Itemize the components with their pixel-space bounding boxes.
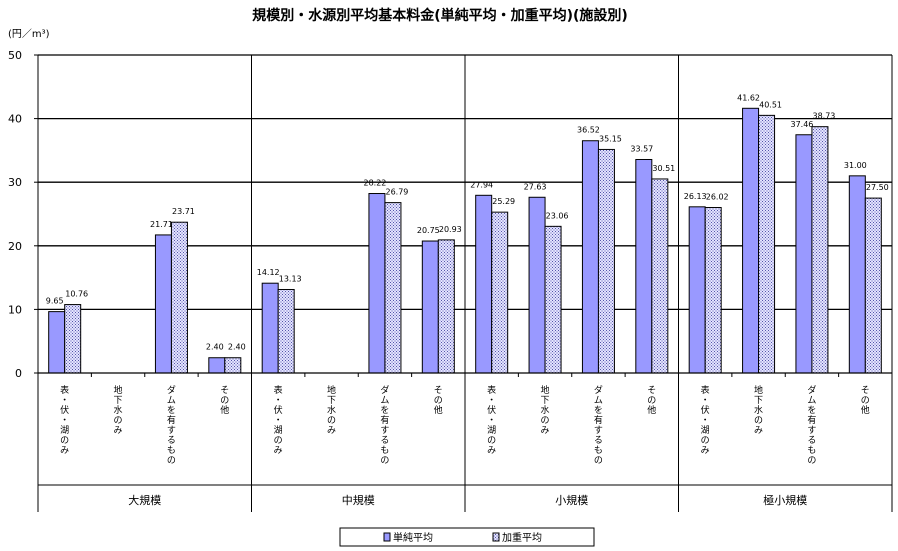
category-label: その他 [434,385,443,416]
bar-weighted-average [864,197,882,374]
data-label: 26.79 [385,188,408,197]
bar-simple-average [368,193,386,374]
category-label: 表・伏・湖のみ [60,384,69,456]
data-label: 14.12 [257,268,280,277]
bar-weighted-average [597,148,615,374]
bar-simple-average [154,234,172,374]
bar-simple-average [795,134,813,374]
data-label: 2.40 [228,343,246,352]
legend-swatch-simple [383,532,391,542]
data-label: 21.71 [150,220,173,229]
legend-box [339,527,595,547]
data-label: 27.50 [866,183,889,192]
data-label: 27.94 [470,180,493,189]
data-label: 38.73 [812,112,835,121]
data-label: 2.40 [206,343,224,352]
chart-title: 規模別・水源別平均基本料金(単純平均・加重平均)(施設別) [252,7,628,24]
legend-label-weighted: 加重平均 [502,531,542,544]
bar-simple-average [475,194,493,374]
category-label: 地下水のみ [541,384,550,436]
data-label: 10.76 [65,290,88,299]
y-tick-label: 50 [8,49,22,62]
legend-label-simple: 単純平均 [393,531,433,544]
data-label: 23.71 [172,207,195,216]
y-tick-label: 0 [15,367,22,380]
y-unit-label: (円／m³) [8,28,50,40]
category-label: 表・伏・湖のみ [274,384,283,456]
data-label: 26.02 [706,193,729,202]
category-label: 地下水のみ [114,384,123,436]
bar-weighted-average [384,202,402,374]
data-label: 20.93 [439,225,462,234]
category-label: 表・伏・湖のみ [487,384,496,456]
y-tick-label: 20 [8,240,22,253]
data-label: 13.13 [279,274,302,283]
group-label: 極小規模 [763,493,807,507]
data-label: 20.75 [417,226,440,235]
category-label: ダムを有するもの [380,384,389,466]
category-label: 表・伏・湖のみ [701,384,710,456]
group-label: 中規模 [342,493,375,507]
bars [48,107,882,374]
category-label: 地下水のみ [327,384,336,436]
bar-simple-average [421,240,439,374]
data-label: 27.63 [524,182,547,191]
bar-weighted-average [811,126,829,374]
category-label: ダムを有するもの [807,384,816,466]
bar-simple-average [742,107,760,374]
bar-weighted-average [170,221,188,374]
axes: 0 10 20 30 40 50 表・伏・湖のみ 地下水のみ ダムを有するもの その他 表・伏・湖の… [8,49,893,512]
bar-weighted-average [704,207,722,374]
bar-simple-average [848,175,866,374]
bar-simple-average [528,196,546,374]
bar-weighted-average [64,304,82,374]
category-label: その他 [861,385,870,416]
bar-weighted-average [277,288,295,374]
data-label: 33.57 [630,144,653,153]
bar-simple-average [48,311,66,374]
bar-simple-average [635,158,653,374]
y-tick-label: 30 [8,176,22,189]
data-label: 26.13 [684,192,707,201]
bar-weighted-average [651,178,669,374]
data-label: 41.62 [737,93,760,102]
bar-weighted-average [437,239,455,374]
data-label: 25.29 [492,197,515,206]
bar-weighted-average [491,211,509,374]
bar-weighted-average [544,225,562,374]
legend: 単純平均 加重平均 [339,527,595,547]
group-label: 大規模 [128,493,161,507]
data-label: 37.46 [790,120,813,129]
group-label: 小規模 [555,493,588,507]
bar-weighted-average [224,357,242,374]
bar-simple-average [581,140,599,374]
data-label: 30.51 [652,164,675,173]
category-label: ダムを有するもの [594,384,603,466]
data-label: 36.52 [577,126,600,135]
category-label: 地下水のみ [754,384,763,436]
data-label: 28.22 [363,179,386,188]
bar-simple-average [208,357,226,374]
y-tick-label: 40 [8,113,22,126]
data-label: 40.51 [759,100,782,109]
bar-simple-average [261,282,279,374]
bar-simple-average [688,206,706,374]
data-label: 23.06 [546,211,569,220]
category-label: その他 [220,385,229,416]
category-label: ダムを有するもの [167,384,176,466]
data-label: 31.00 [844,161,867,170]
data-label: 9.65 [46,297,64,306]
data-label: 35.15 [599,134,622,143]
y-tick-label: 10 [8,303,22,316]
bar-weighted-average [758,114,776,374]
category-label: その他 [647,385,656,416]
legend-swatch-weighted [492,532,500,542]
